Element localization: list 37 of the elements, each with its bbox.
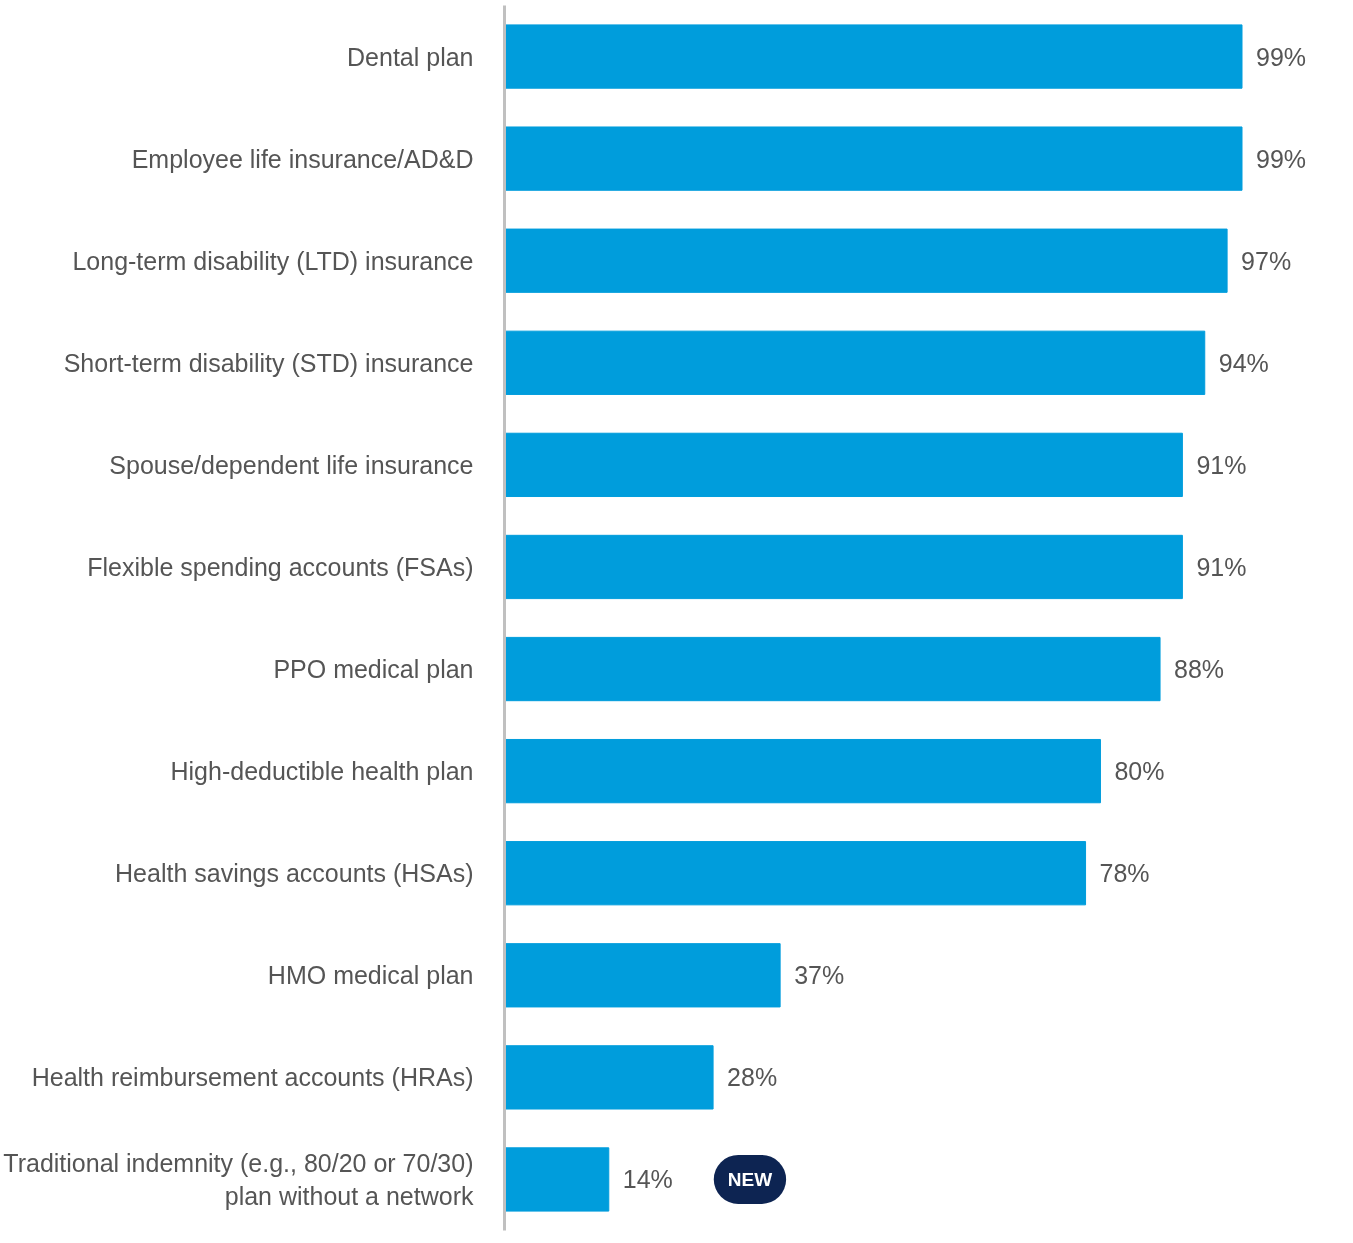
bar	[504, 24, 1243, 89]
y-tick-label: Health reimbursement accounts (HRAs)	[31, 1063, 474, 1092]
y-tick-label: Flexible spending accounts (FSAs)	[87, 552, 474, 581]
y-tick-label: Traditional indemnity (e.g., 80/20 or 70/30) plan without a network	[3, 1148, 474, 1211]
data-label: 78%	[1099, 859, 1150, 888]
y-tick-label: Health savings accounts (HSAs)	[115, 859, 474, 888]
data-label: 14%	[622, 1165, 673, 1194]
bar	[504, 534, 1183, 600]
bar	[504, 1147, 610, 1212]
bar	[504, 126, 1243, 191]
data-label: 28%	[727, 1063, 778, 1092]
y-tick-label: HMO medical plan	[267, 961, 474, 990]
data-label: 94%	[1218, 348, 1269, 377]
data-label: 91%	[1196, 552, 1247, 581]
data-label: 88%	[1174, 655, 1225, 684]
annotation: NEW	[727, 1168, 773, 1190]
y-tick-label: Short-term disability (STD) insurance	[63, 348, 474, 377]
data-label: 99%	[1256, 144, 1307, 173]
bar	[504, 738, 1101, 804]
bar	[504, 330, 1206, 395]
bar	[504, 636, 1161, 702]
bar	[504, 841, 1087, 906]
data-label: 80%	[1114, 757, 1165, 786]
bar	[504, 228, 1228, 293]
y-tick-label: Spouse/dependent life insurance	[109, 450, 474, 479]
data-label: 97%	[1241, 246, 1292, 275]
data-label: 91%	[1196, 450, 1247, 479]
bar	[504, 432, 1183, 498]
y-tick-label: High-deductible health plan	[170, 757, 474, 786]
y-tick-label: Long-term disability (LTD) insurance	[72, 246, 474, 275]
y-tick-label: Employee life insurance/AD&D	[131, 144, 474, 173]
data-label: 37%	[794, 961, 845, 990]
bar	[504, 1045, 714, 1110]
y-tick-label: PPO medical plan	[273, 655, 474, 684]
y-tick-label: Dental plan	[347, 42, 474, 71]
bar	[504, 943, 781, 1008]
data-label: 99%	[1256, 42, 1307, 71]
